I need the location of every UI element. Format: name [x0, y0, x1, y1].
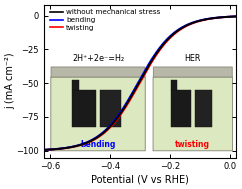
Text: twisting: twisting	[175, 139, 210, 149]
Text: HER: HER	[185, 54, 201, 63]
Bar	[72, 80, 79, 90]
FancyBboxPatch shape	[153, 77, 233, 151]
Text: bending: bending	[80, 139, 116, 149]
FancyBboxPatch shape	[51, 67, 145, 77]
Y-axis label: j (mA cm⁻²): j (mA cm⁻²)	[5, 53, 15, 109]
Bar	[100, 90, 121, 127]
Legend: without mechanical stress, bending, twisting: without mechanical stress, bending, twis…	[49, 9, 161, 32]
FancyBboxPatch shape	[153, 67, 232, 77]
Text: 2H⁺+2e⁻=H₂: 2H⁺+2e⁻=H₂	[72, 54, 124, 63]
FancyBboxPatch shape	[51, 77, 145, 151]
Bar	[171, 90, 191, 127]
X-axis label: Potential (V vs RHE): Potential (V vs RHE)	[91, 174, 189, 184]
Bar	[195, 90, 212, 127]
Bar	[171, 80, 177, 90]
Bar	[72, 90, 96, 127]
